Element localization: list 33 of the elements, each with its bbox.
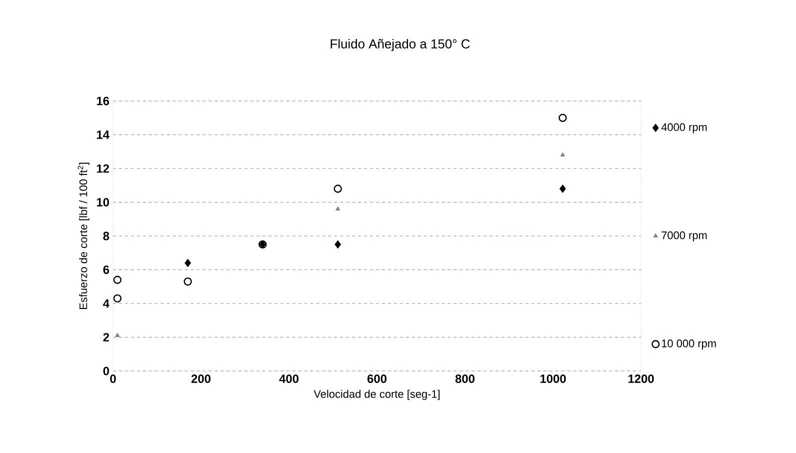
point <box>115 332 120 337</box>
point <box>558 114 567 122</box>
x-tick-label: 1000 <box>540 374 566 383</box>
x-tick-label: 800 <box>455 374 474 383</box>
y-tick-label: 14 <box>96 130 110 139</box>
point <box>334 184 342 193</box>
point <box>335 206 340 210</box>
point <box>113 294 122 303</box>
y-tick-label: 12 <box>96 164 110 173</box>
y-tick-label: 4 <box>103 299 110 308</box>
chart-title: Fluido Añejado a 150° C <box>330 38 470 52</box>
y-tick-label: 2 <box>103 333 110 342</box>
point <box>184 258 192 268</box>
x-axis-title: Velocidad de corte [seg-1] <box>314 390 440 400</box>
point <box>559 184 566 193</box>
x-tick-label: 200 <box>191 374 210 383</box>
legend-label: 4000 rpm <box>661 123 707 134</box>
x-tick-label: 1200 <box>628 374 654 383</box>
y-axis-title: Esfuerzo de corte [lbf / 100 ft$^{2}$] <box>78 162 90 310</box>
point <box>334 240 342 249</box>
point <box>184 277 192 286</box>
y-tick-label: 6 <box>103 266 110 274</box>
x-tick-label: 400 <box>279 374 298 383</box>
y-tick-label: 8 <box>103 232 110 240</box>
point <box>560 152 566 156</box>
point <box>113 276 122 284</box>
y-tick-label: 0 <box>103 366 109 376</box>
x-tick-label: 600 <box>367 374 386 383</box>
y-tick-label: 16 <box>96 96 110 106</box>
y-tick-label: 10 <box>96 198 109 206</box>
legend-label: 7000 rpm <box>662 231 707 242</box>
x-tick-label: 0 <box>110 374 116 383</box>
legend-label: 10 000 rpm <box>662 340 716 350</box>
